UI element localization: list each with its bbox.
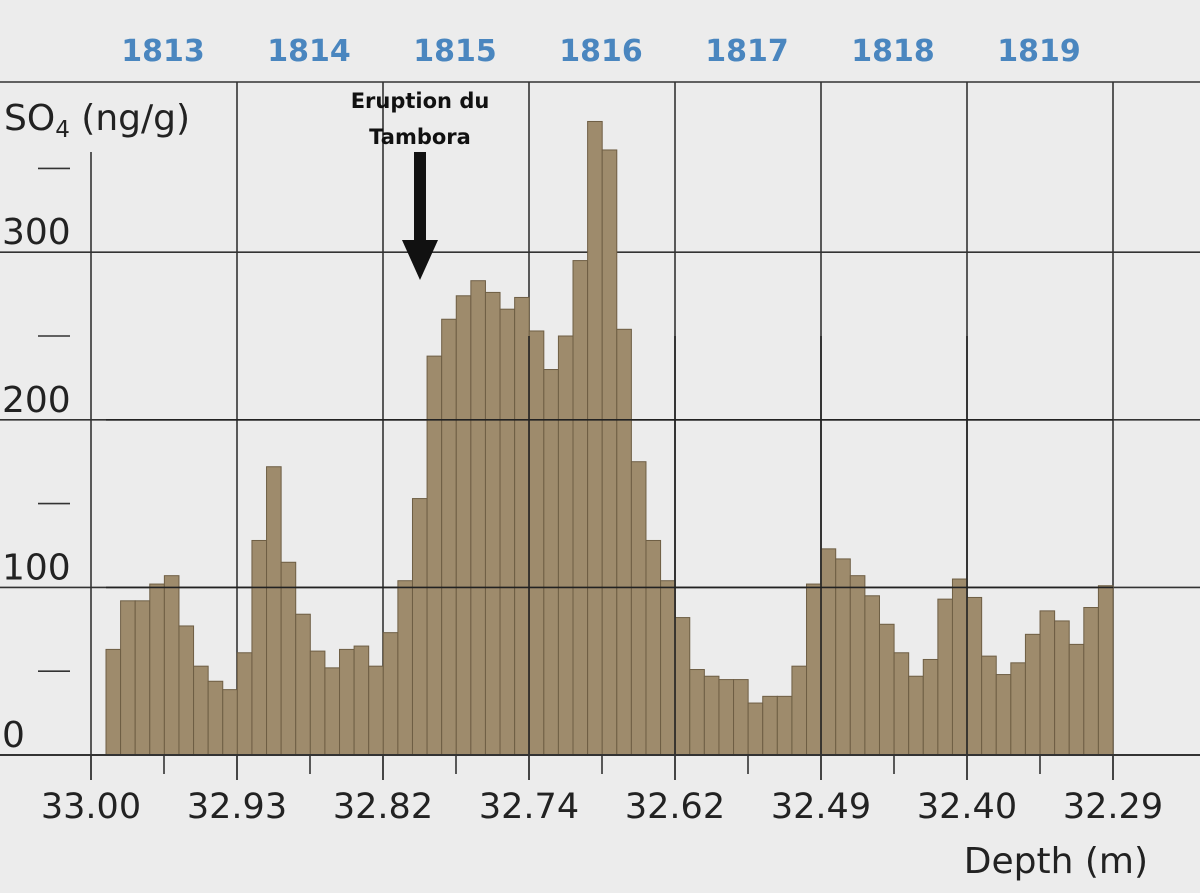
bar	[645, 539, 662, 756]
bar	[1039, 610, 1056, 756]
bar	[601, 149, 618, 756]
annotation-line-2: Tambora	[369, 125, 471, 149]
x-tick-label: 32.49	[771, 787, 871, 827]
bar	[674, 617, 691, 756]
bar	[266, 466, 282, 756]
bar	[120, 600, 136, 756]
x-tick-label: 32.40	[917, 787, 1017, 827]
bar	[528, 330, 545, 756]
bar	[455, 295, 472, 756]
bar	[149, 583, 165, 756]
bar	[353, 645, 370, 756]
bar	[280, 561, 297, 756]
arrow-head	[402, 240, 438, 280]
x-tick-label: 33.00	[41, 787, 141, 827]
arrow-shaft	[414, 152, 426, 242]
bar	[411, 498, 428, 756]
y-tick-label: 100	[2, 547, 71, 588]
bar	[733, 679, 749, 756]
bar	[178, 625, 195, 756]
bar	[981, 655, 997, 756]
bar	[193, 665, 209, 756]
bar	[382, 632, 399, 756]
bar	[236, 652, 253, 756]
bar	[426, 355, 443, 756]
bar	[309, 650, 326, 756]
y-tick-label: 300	[2, 212, 71, 253]
bar	[660, 580, 676, 756]
bar	[806, 583, 822, 756]
bar	[1068, 643, 1085, 756]
bar	[937, 598, 953, 756]
bar	[1010, 662, 1026, 756]
bar	[207, 680, 224, 756]
bar	[1054, 620, 1070, 756]
eruption-annotation: Eruption du Tambora	[351, 89, 490, 280]
bar	[587, 120, 603, 756]
x-axis-title: Depth (m)	[964, 841, 1148, 882]
bar	[397, 580, 413, 756]
x-tick-label: 32.82	[333, 787, 433, 827]
bar	[703, 675, 720, 756]
year-label: 1819	[997, 34, 1081, 69]
bar	[791, 665, 808, 756]
bar	[718, 679, 735, 756]
bar	[134, 600, 151, 756]
bar	[557, 335, 574, 756]
bar	[878, 623, 895, 756]
x-tick-label: 32.74	[479, 787, 579, 827]
bar-layer	[105, 120, 1114, 756]
bar	[966, 596, 983, 756]
bar	[835, 558, 851, 756]
year-label: 1814	[267, 34, 351, 69]
bar	[849, 575, 866, 756]
y-axis-title: SO4 (ng/g)	[4, 98, 190, 143]
bar	[339, 648, 355, 756]
bar	[820, 548, 837, 756]
bar	[251, 539, 268, 756]
bar	[514, 296, 530, 756]
bar	[908, 675, 924, 756]
bar	[1083, 607, 1099, 756]
bar	[368, 665, 384, 756]
year-label: 1815	[413, 34, 497, 69]
overlay-grid-layer	[0, 336, 1200, 780]
bar	[499, 308, 516, 756]
bar	[776, 695, 793, 756]
bar	[689, 669, 705, 756]
bar	[616, 328, 632, 756]
bar	[295, 613, 311, 756]
bar	[441, 318, 457, 756]
bar	[630, 461, 647, 756]
y-tick-label: 0	[2, 715, 25, 756]
bar	[864, 595, 880, 756]
bar	[484, 291, 501, 756]
bar	[1024, 633, 1041, 756]
x-tick-label: 32.29	[1063, 787, 1163, 827]
year-label: 1813	[121, 34, 205, 69]
bar	[893, 652, 910, 756]
bar	[543, 369, 559, 756]
annotation-line-1: Eruption du	[351, 89, 490, 113]
bar	[572, 260, 589, 756]
x-tick-label: 32.62	[625, 787, 725, 827]
bar	[1097, 585, 1114, 756]
label-layer: 1813 1814 1815 1816 1817 1818 1819 0 100 200 300 33…	[2, 34, 1163, 827]
bar	[324, 667, 341, 756]
year-label: 1818	[851, 34, 935, 69]
bar	[995, 674, 1012, 756]
bar	[747, 702, 764, 756]
bar	[222, 689, 238, 756]
bar	[762, 695, 778, 756]
bar	[163, 575, 180, 756]
y-tick-label: 200	[2, 380, 71, 421]
bar	[951, 578, 968, 756]
bar	[105, 648, 122, 756]
year-label: 1817	[705, 34, 789, 69]
x-tick-label: 32.93	[187, 787, 287, 827]
year-label: 1816	[559, 34, 643, 69]
bar	[470, 280, 486, 756]
bar	[922, 658, 939, 756]
